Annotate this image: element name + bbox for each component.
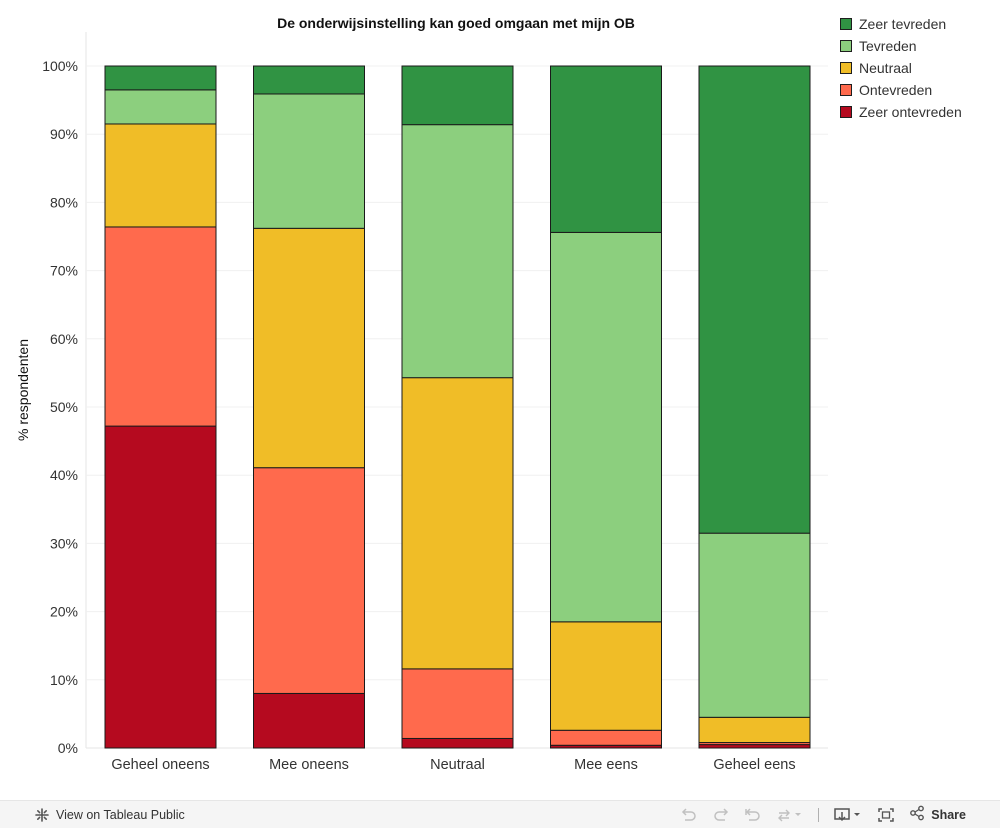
- bar-segment-neutraal[interactable]: [698, 716, 811, 744]
- legend-item-zeer-ontevreden[interactable]: Zeer ontevreden: [840, 101, 962, 123]
- share-icon: [909, 805, 925, 824]
- legend-label-neutraal: Neutraal: [859, 60, 912, 76]
- view-on-tableau-link[interactable]: View on Tableau Public: [34, 807, 185, 823]
- y-tick-label: 40%: [50, 467, 78, 483]
- legend-item-neutraal[interactable]: Neutraal: [840, 57, 962, 79]
- tableau-logo-icon: [34, 807, 50, 823]
- bar-segment-tevreden[interactable]: [550, 231, 662, 623]
- bar-segment-neutraal[interactable]: [253, 227, 365, 469]
- legend-item-zeer-tevreden[interactable]: Zeer tevreden: [840, 13, 962, 35]
- refresh-icon[interactable]: [776, 807, 802, 823]
- x-tick-label: Mee oneens: [269, 757, 349, 773]
- stacked-bar-chart: De onderwijsinstelling kan goed omgaan m…: [15, 15, 828, 773]
- legend-label-ontevreden: Ontevreden: [859, 82, 933, 98]
- legend: Zeer tevreden Tevreden Neutraal Ontevred…: [840, 13, 962, 123]
- y-tick-label: 20%: [50, 604, 78, 620]
- x-tick-label: Geheel oneens: [111, 757, 209, 773]
- legend-swatch-neutraal: [840, 62, 852, 74]
- bar-segment-zeer-tevreden[interactable]: [253, 65, 365, 95]
- toolbar: Share: [666, 801, 966, 828]
- y-tick-label: 0%: [58, 740, 78, 756]
- fullscreen-icon[interactable]: [877, 807, 895, 823]
- legend-item-tevreden[interactable]: Tevreden: [840, 35, 962, 57]
- bar-segment-ontevreden[interactable]: [104, 226, 217, 427]
- bar-segment-zeer-ontevreden[interactable]: [401, 737, 514, 749]
- y-axis-label: % respondenten: [15, 339, 31, 441]
- toolbar-separator: [818, 807, 820, 822]
- bar-segment-neutraal[interactable]: [104, 123, 217, 228]
- y-tick-label: 50%: [50, 399, 78, 415]
- bar-segment-zeer-tevreden[interactable]: [401, 65, 514, 126]
- legend-swatch-tevreden: [840, 40, 852, 52]
- legend-label-zeer-ontevreden: Zeer ontevreden: [859, 104, 962, 120]
- download-icon[interactable]: [833, 807, 863, 823]
- revert-icon[interactable]: [744, 807, 762, 823]
- bar-segment-tevreden[interactable]: [401, 124, 514, 379]
- bar-segment-neutraal[interactable]: [550, 621, 662, 731]
- tableau-footer: View on Tableau Public Share: [0, 800, 1000, 828]
- chart-title: De onderwijsinstelling kan goed omgaan m…: [277, 15, 635, 31]
- bar-segment-zeer-tevreden[interactable]: [698, 65, 811, 534]
- y-tick-label: 90%: [50, 126, 78, 142]
- bar-segment-ontevreden[interactable]: [550, 729, 662, 746]
- bar-segment-tevreden[interactable]: [698, 532, 811, 718]
- legend-swatch-zeer-tevreden: [840, 18, 852, 30]
- x-tick-label: Mee eens: [574, 757, 638, 773]
- legend-label-zeer-tevreden: Zeer tevreden: [859, 16, 947, 32]
- redo-icon[interactable]: [712, 807, 730, 823]
- bar-segment-ontevreden[interactable]: [253, 467, 365, 694]
- undo-icon[interactable]: [680, 807, 698, 823]
- x-tick-label: Neutraal: [430, 757, 485, 773]
- legend-swatch-ontevreden: [840, 84, 852, 96]
- legend-item-ontevreden[interactable]: Ontevreden: [840, 79, 962, 101]
- y-tick-label: 70%: [50, 263, 78, 279]
- bar-segment-tevreden[interactable]: [253, 93, 365, 229]
- bar-segment-ontevreden[interactable]: [401, 668, 514, 739]
- y-tick-label: 30%: [50, 535, 78, 551]
- bar-segment-zeer-tevreden[interactable]: [550, 65, 662, 233]
- legend-label-tevreden: Tevreden: [859, 38, 917, 54]
- bar-segment-neutraal[interactable]: [401, 377, 514, 670]
- view-on-tableau-label: View on Tableau Public: [56, 807, 185, 822]
- y-tick-label: 10%: [50, 672, 78, 688]
- bar-segment-zeer-tevreden[interactable]: [104, 65, 217, 91]
- share-button[interactable]: Share: [909, 805, 966, 824]
- share-label: Share: [931, 807, 966, 822]
- y-tick-label: 60%: [50, 331, 78, 347]
- y-tick-label: 100%: [42, 58, 78, 74]
- x-tick-label: Geheel eens: [713, 757, 795, 773]
- y-tick-label: 80%: [50, 194, 78, 210]
- bar-segment-zeer-ontevreden[interactable]: [104, 425, 217, 749]
- bar-segment-tevreden[interactable]: [104, 89, 217, 125]
- legend-swatch-zeer-ontevreden: [840, 106, 852, 118]
- bar-segment-zeer-ontevreden[interactable]: [253, 692, 365, 749]
- bar-segment-zeer-ontevreden[interactable]: [698, 744, 811, 749]
